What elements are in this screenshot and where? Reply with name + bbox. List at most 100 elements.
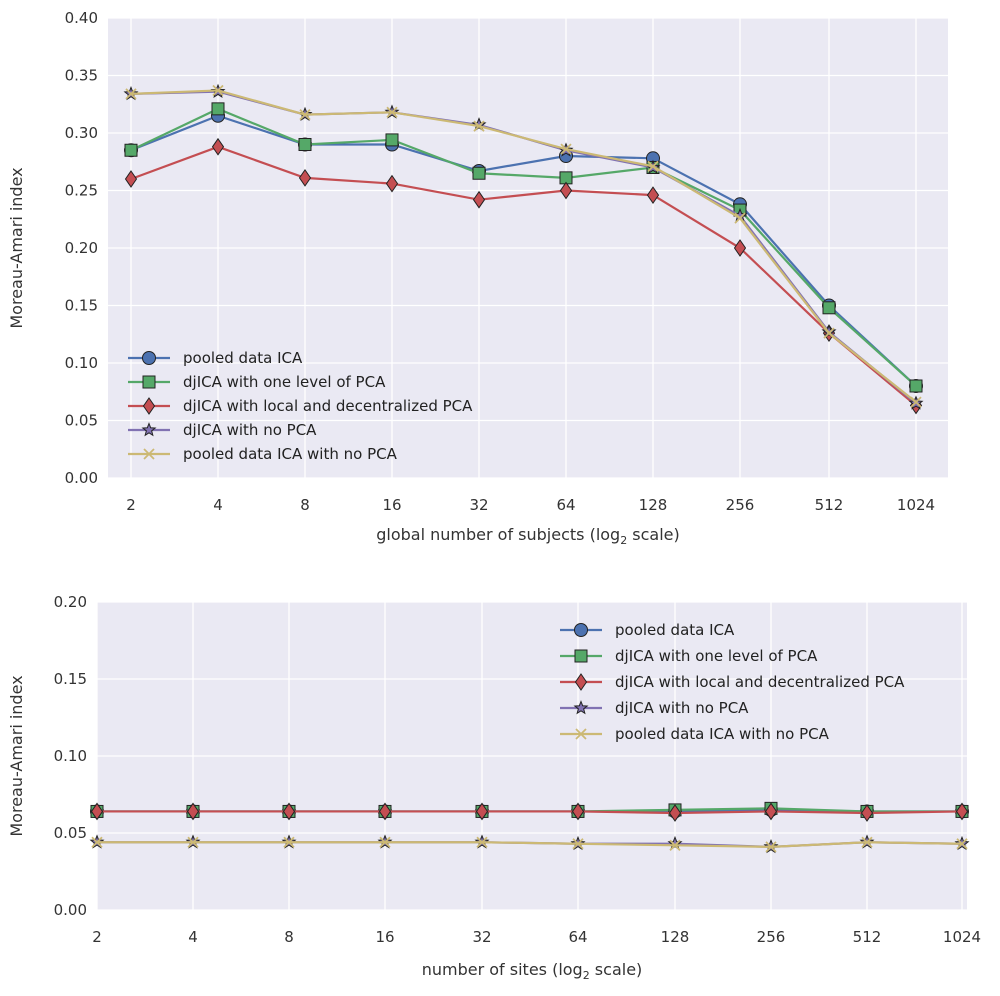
x-tick-label: 1024 xyxy=(897,496,935,514)
x-tick-label: 256 xyxy=(726,496,755,514)
x-tick-label: 1024 xyxy=(943,928,981,946)
x-tick-label: 128 xyxy=(661,928,690,946)
x-tick-label: 256 xyxy=(757,928,786,946)
data-point xyxy=(282,802,296,821)
y-tick-label: 0.10 xyxy=(65,354,98,372)
data-point xyxy=(298,138,312,151)
y-axis-label: Moreau-Amari index xyxy=(7,167,26,328)
x-axis-label-end: scale) xyxy=(627,525,680,544)
legend-label: djICA with one level of PCA xyxy=(615,647,818,665)
data-point xyxy=(124,143,138,157)
x-tick-label: 8 xyxy=(300,496,310,514)
x-tick-label: 8 xyxy=(284,928,294,946)
x-tick-label: 2 xyxy=(126,496,136,514)
y-tick-label: 0.30 xyxy=(65,124,98,142)
data-point xyxy=(473,120,485,132)
y-tick-label: 0.10 xyxy=(54,747,87,765)
data-point xyxy=(559,181,573,200)
series-5 xyxy=(91,836,968,853)
data-point xyxy=(646,186,660,204)
legend-marker xyxy=(574,623,588,637)
legend-item: djICA with local and decentralized PCA xyxy=(128,397,473,415)
x-axis-label-main: number of sites (log xyxy=(422,960,583,979)
data-point xyxy=(764,802,778,821)
y-tick-label: 0.25 xyxy=(65,182,98,200)
data-point xyxy=(668,804,682,822)
data-point xyxy=(910,396,922,408)
data-point xyxy=(647,160,659,172)
x-axis-label: global number of subjects (log2 scale) xyxy=(376,525,680,547)
data-point xyxy=(124,170,138,188)
series-line xyxy=(130,89,917,403)
data-point xyxy=(734,212,746,224)
data-point xyxy=(283,836,295,848)
y-tick-label: 0.05 xyxy=(54,824,87,842)
data-point xyxy=(471,117,487,132)
data-point xyxy=(475,802,489,821)
data-point xyxy=(476,836,488,848)
legend-marker xyxy=(143,448,155,460)
data-point xyxy=(125,88,137,100)
y-tick-label: 0.00 xyxy=(54,901,87,919)
legend-item: pooled data ICA xyxy=(128,349,303,367)
legend-marker xyxy=(574,673,588,691)
legend-label: djICA with local and decentralized PCA xyxy=(615,673,905,691)
x-tick-label: 32 xyxy=(472,928,491,946)
data-point xyxy=(298,168,312,187)
series-line xyxy=(97,841,963,848)
x-tick-label: 64 xyxy=(568,928,587,946)
legend-label: djICA with no PCA xyxy=(183,421,317,439)
data-point xyxy=(909,379,923,393)
legend-marker xyxy=(574,649,588,663)
chart-1: 0.00 0.05 0.10 0.15 0.20 0.25 0.30 0.35 0.40 2 4 8 1… xyxy=(7,9,948,547)
x-axis-label-subscript: 2 xyxy=(583,969,590,982)
legend: pooled data ICA djICA with one level of P… xyxy=(560,621,905,743)
legend-label: djICA with no PCA xyxy=(615,699,749,717)
x-axis-label: number of sites (log2 scale) xyxy=(422,960,643,982)
y-tick-label: 0.15 xyxy=(54,670,87,688)
data-point xyxy=(765,841,777,853)
series-5 xyxy=(125,84,922,408)
data-point xyxy=(860,804,874,822)
legend-item: pooled data ICA with no PCA xyxy=(128,445,398,463)
data-point xyxy=(472,190,486,209)
data-point xyxy=(386,106,398,118)
legend-marker xyxy=(142,397,156,415)
legend-marker xyxy=(142,375,156,389)
x-axis-label-main: global number of subjects (log xyxy=(376,525,620,544)
legend-label: djICA with local and decentralized PCA xyxy=(183,397,473,415)
series-line xyxy=(130,107,917,387)
data-point xyxy=(378,802,392,821)
data-point xyxy=(861,836,873,848)
series-line xyxy=(130,114,917,387)
series-line xyxy=(130,145,917,407)
y-tick-label: 0.05 xyxy=(65,412,98,430)
data-point xyxy=(90,802,104,821)
y-tick-label: 0.00 xyxy=(65,469,98,487)
legend-marker xyxy=(142,351,156,365)
data-point xyxy=(385,174,399,193)
y-tick-label: 0.20 xyxy=(54,593,87,611)
data-point xyxy=(186,802,200,821)
x-axis-label-end: scale) xyxy=(590,960,643,979)
x-tick-label: 512 xyxy=(815,496,844,514)
legend-label: pooled data ICA xyxy=(183,349,303,367)
data-point xyxy=(572,838,584,850)
y-tick-label: 0.20 xyxy=(65,239,98,257)
legend-item: pooled data ICA xyxy=(560,621,735,639)
data-point xyxy=(560,143,572,155)
y-tick-label: 0.15 xyxy=(65,297,98,315)
legend-item: djICA with one level of PCA xyxy=(128,373,386,391)
x-tick-label: 64 xyxy=(556,496,575,514)
data-point xyxy=(187,836,199,848)
data-point xyxy=(299,108,311,121)
legend-label: pooled data ICA xyxy=(615,621,735,639)
legend-item: djICA with no PCA xyxy=(560,699,749,717)
x-tick-label: 16 xyxy=(375,928,394,946)
x-tick-label: 4 xyxy=(188,928,198,946)
legend: pooled data ICA djICA with one level of P… xyxy=(128,349,473,463)
series-line xyxy=(97,810,963,815)
legend-item: djICA with one level of PCA xyxy=(560,647,818,665)
y-tick-label: 0.40 xyxy=(65,9,98,27)
legend-label: pooled data ICA with no PCA xyxy=(615,725,830,743)
